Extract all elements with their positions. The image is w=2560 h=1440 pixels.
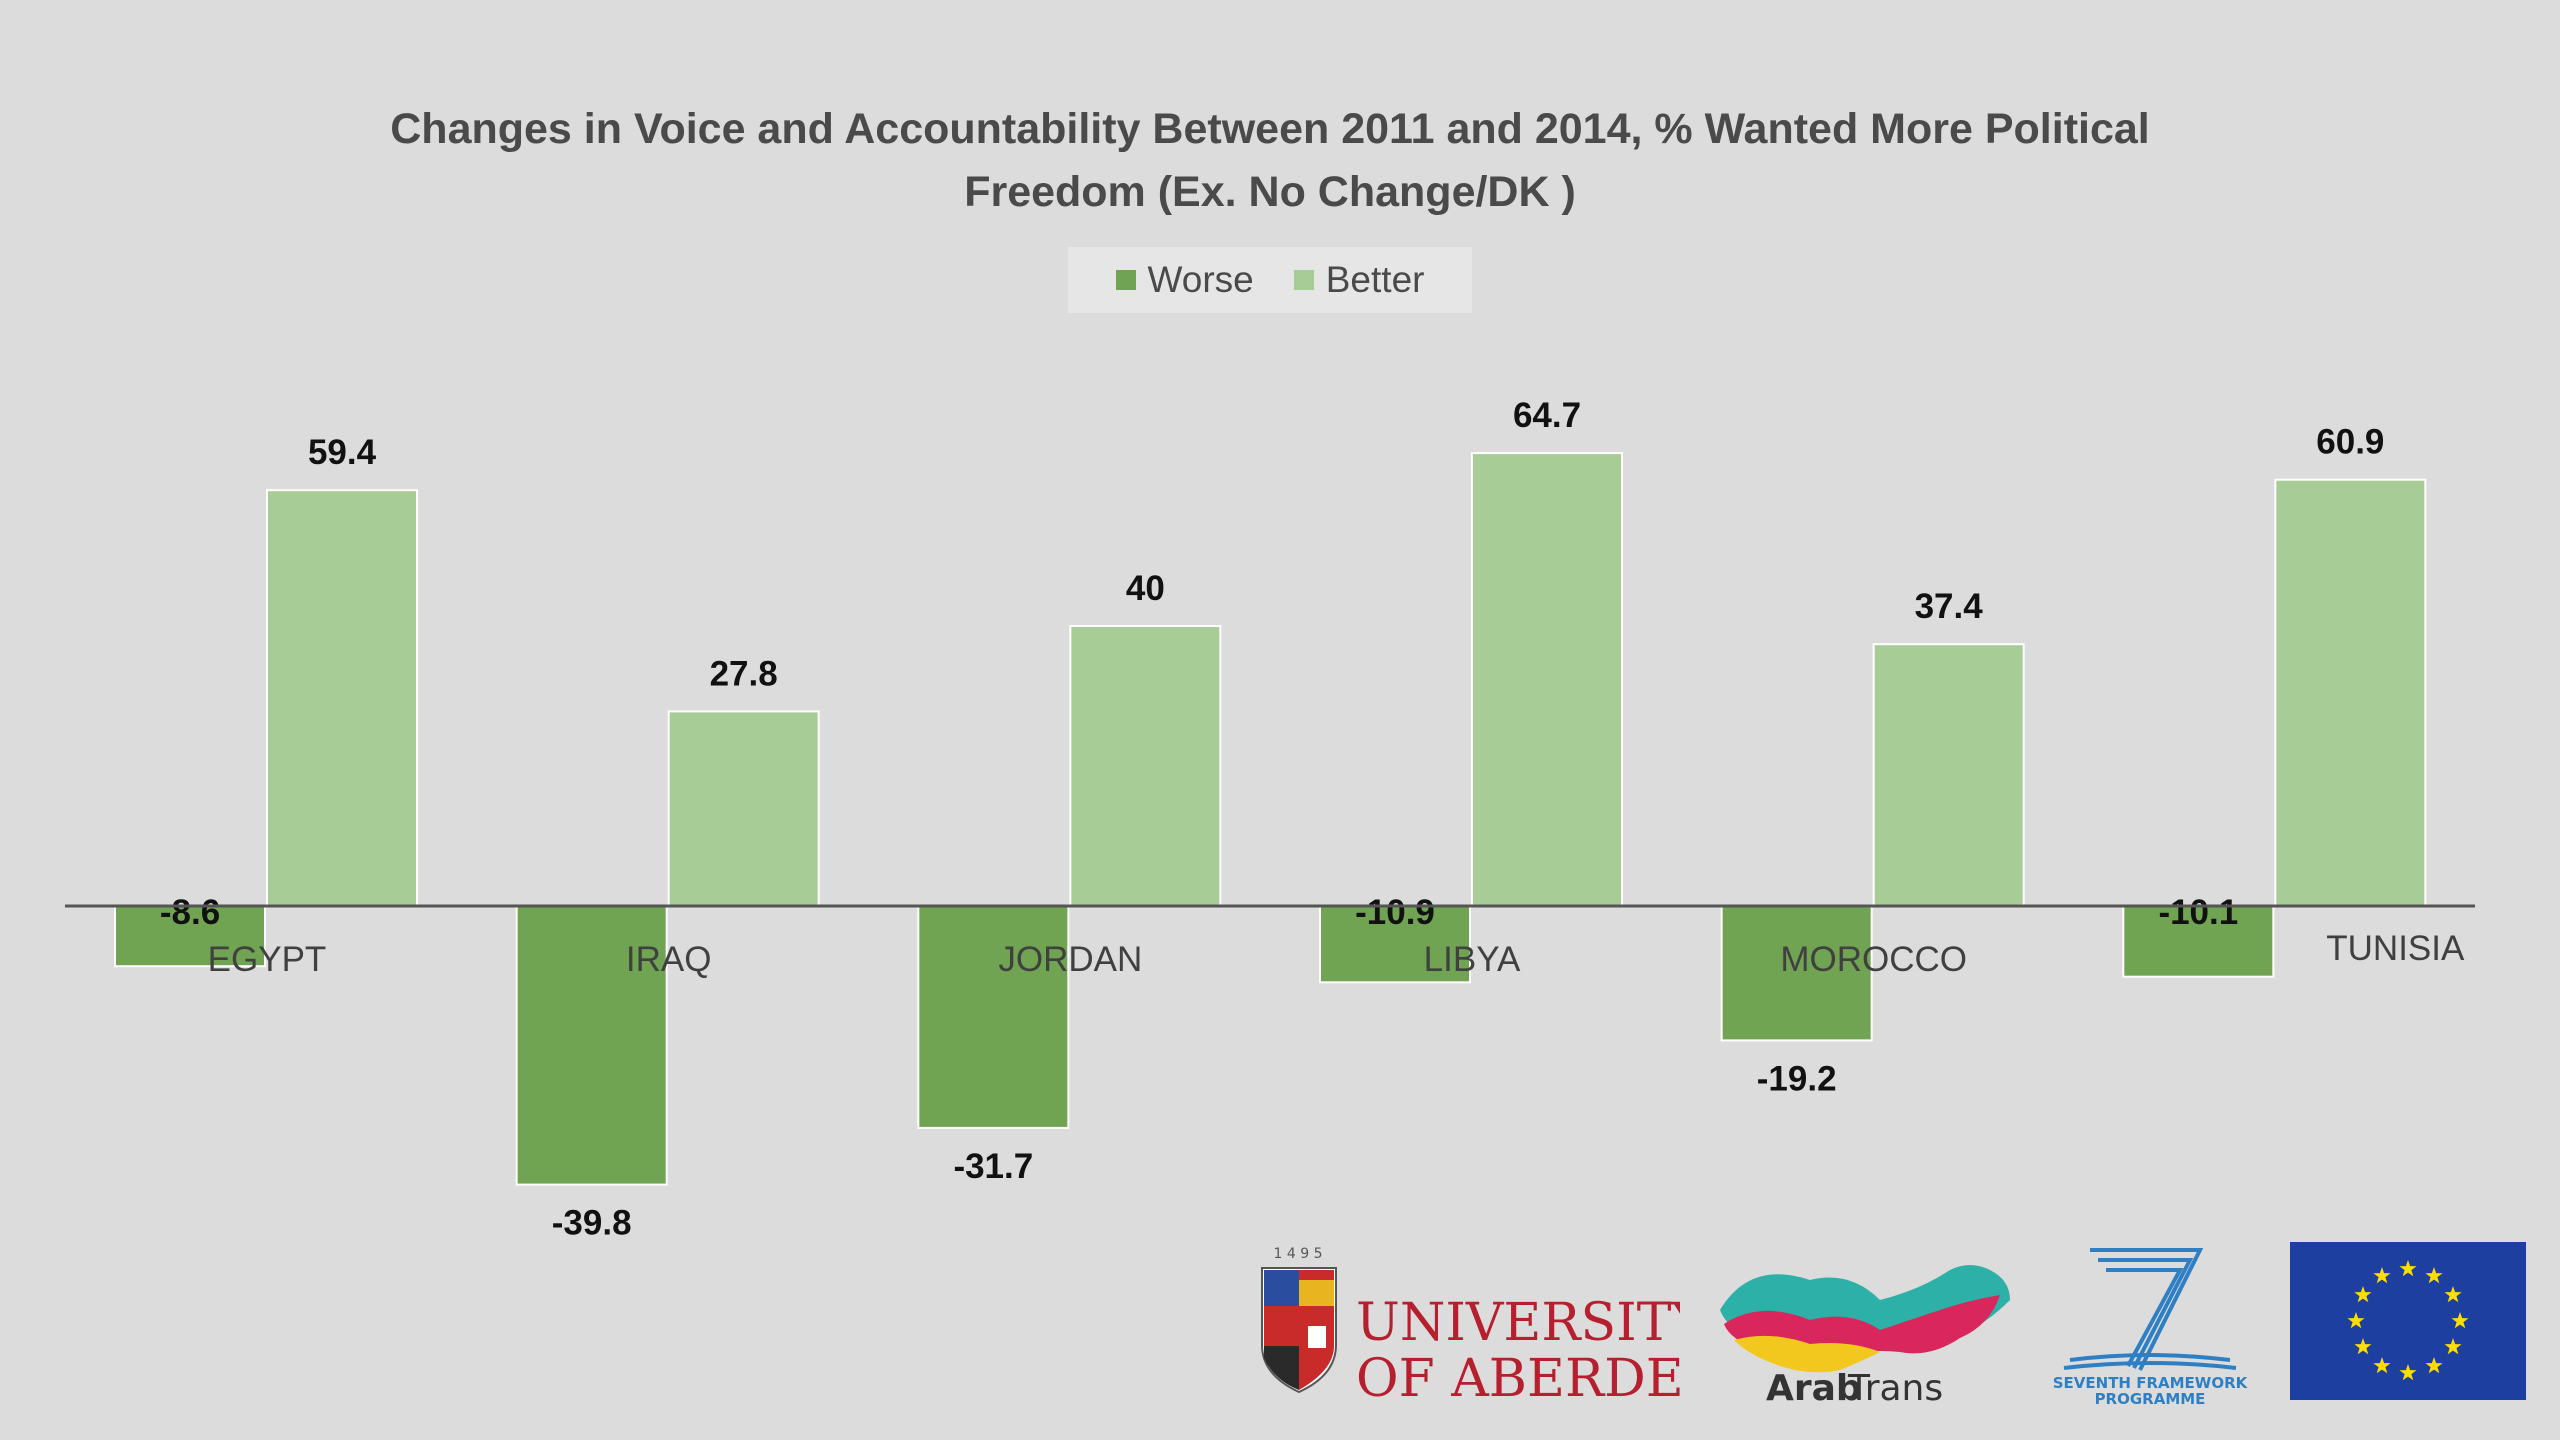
bar-better-egypt bbox=[266, 489, 418, 907]
eu-star-icon bbox=[2425, 1357, 2443, 1374]
crest-quarter-blue bbox=[1264, 1270, 1299, 1306]
eu-flag-icon bbox=[2290, 1242, 2526, 1400]
data-label-better-jordan: 40 bbox=[1126, 569, 1165, 608]
logo-arab-text: Arab bbox=[1766, 1368, 1862, 1409]
bar-worse-iraq bbox=[515, 905, 668, 1186]
data-label-worse-iraq: -39.8 bbox=[552, 1204, 632, 1243]
legend-swatch-worse bbox=[1115, 270, 1136, 290]
eu-star-icon bbox=[2399, 1260, 2417, 1277]
logo-trans-text: Trans bbox=[1847, 1368, 1943, 1409]
data-label-better-tunisia: 60.9 bbox=[2316, 423, 2384, 462]
arabtrans-logo: Arab Trans bbox=[1720, 1265, 2010, 1409]
data-label-better-iraq: 27.8 bbox=[710, 654, 778, 693]
logo-of-aberdeen-text: OF ABERDEEN bbox=[1356, 1349, 1680, 1409]
eu-star-icon bbox=[2425, 1267, 2443, 1284]
category-label-libya: LIBYA bbox=[1424, 940, 1521, 979]
eu-star-icon bbox=[2354, 1338, 2372, 1355]
fp7-seven-icon bbox=[2063, 1248, 2237, 1371]
data-label-worse-egypt: -8.6 bbox=[160, 893, 220, 932]
bar-worse-egypt bbox=[114, 905, 266, 968]
data-label-worse-morocco: -19.2 bbox=[1757, 1059, 1837, 1098]
legend-swatch-better bbox=[1293, 270, 1314, 290]
logo-year: 1 4 9 5 bbox=[1274, 1246, 1323, 1262]
eu-star-icon bbox=[2373, 1357, 2391, 1374]
data-label-worse-libya: -10.9 bbox=[1355, 893, 1435, 932]
legend-label-better: Better bbox=[1325, 259, 1425, 300]
legend-item-worse: Worse bbox=[1115, 259, 1254, 301]
eu-star-icon bbox=[2444, 1286, 2462, 1303]
eu-stars bbox=[2347, 1260, 2469, 1381]
chart-title: Changes in Voice and Accountability Betw… bbox=[390, 105, 2150, 216]
eu-star-icon bbox=[2399, 1364, 2417, 1381]
bar-worse-libya bbox=[1319, 905, 1471, 984]
eu-star-icon bbox=[2373, 1267, 2391, 1284]
seventh-framework-programme-logo: SEVENTH FRAMEWORK PROGRAMME bbox=[2053, 1248, 2249, 1408]
bar-worse-morocco bbox=[1720, 905, 1873, 1042]
eu-star-icon bbox=[2444, 1338, 2462, 1355]
data-label-better-egypt: 59.4 bbox=[308, 433, 377, 472]
eu-star-icon bbox=[2347, 1312, 2365, 1329]
bar-worse-jordan bbox=[917, 905, 1070, 1129]
logo-university-text: UNIVERSITY bbox=[1356, 1293, 1680, 1353]
fp7-line1: SEVENTH FRAMEWORK bbox=[2053, 1374, 2249, 1392]
eu-star-icon bbox=[2451, 1312, 2469, 1329]
crest-quarter-dark bbox=[1264, 1346, 1299, 1390]
bar-better-libya bbox=[1471, 452, 1623, 907]
data-label-worse-tunisia: -10.1 bbox=[2158, 893, 2238, 932]
chart-legend: Worse Better bbox=[1068, 247, 1472, 313]
fp7-line2: PROGRAMME bbox=[2095, 1390, 2206, 1408]
bar-better-jordan bbox=[1069, 625, 1222, 907]
crest-quarter-red bbox=[1264, 1306, 1299, 1346]
bar-worse-tunisia bbox=[2122, 905, 2275, 978]
university-of-aberdeen-logo: 1 4 9 5 UNIVERSITY OF ABERDEEN bbox=[1261, 1246, 1680, 1409]
eu-star-icon bbox=[2354, 1286, 2372, 1303]
category-label-morocco: MOROCCO bbox=[1780, 940, 1967, 979]
bar-better-morocco bbox=[1872, 643, 2025, 907]
legend-item-better: Better bbox=[1293, 259, 1425, 301]
category-label-jordan: JORDAN bbox=[998, 940, 1142, 979]
category-label-tunisia: TUNISIA bbox=[2326, 929, 2465, 968]
arabtrans-map-yellow bbox=[1734, 1335, 1880, 1373]
data-label-worse-jordan: -31.7 bbox=[953, 1147, 1033, 1186]
crest-castle bbox=[1308, 1326, 1326, 1348]
bar-better-tunisia bbox=[2274, 478, 2427, 907]
data-label-better-libya: 64.7 bbox=[1513, 396, 1581, 435]
data-label-better-morocco: 37.4 bbox=[1915, 587, 1984, 626]
legend-label-worse: Worse bbox=[1147, 259, 1254, 300]
bar-better-iraq bbox=[667, 710, 820, 908]
crest-bar-red bbox=[1299, 1270, 1334, 1280]
category-label-iraq: IRAQ bbox=[626, 940, 712, 979]
category-label-egypt: EGYPT bbox=[208, 940, 327, 979]
